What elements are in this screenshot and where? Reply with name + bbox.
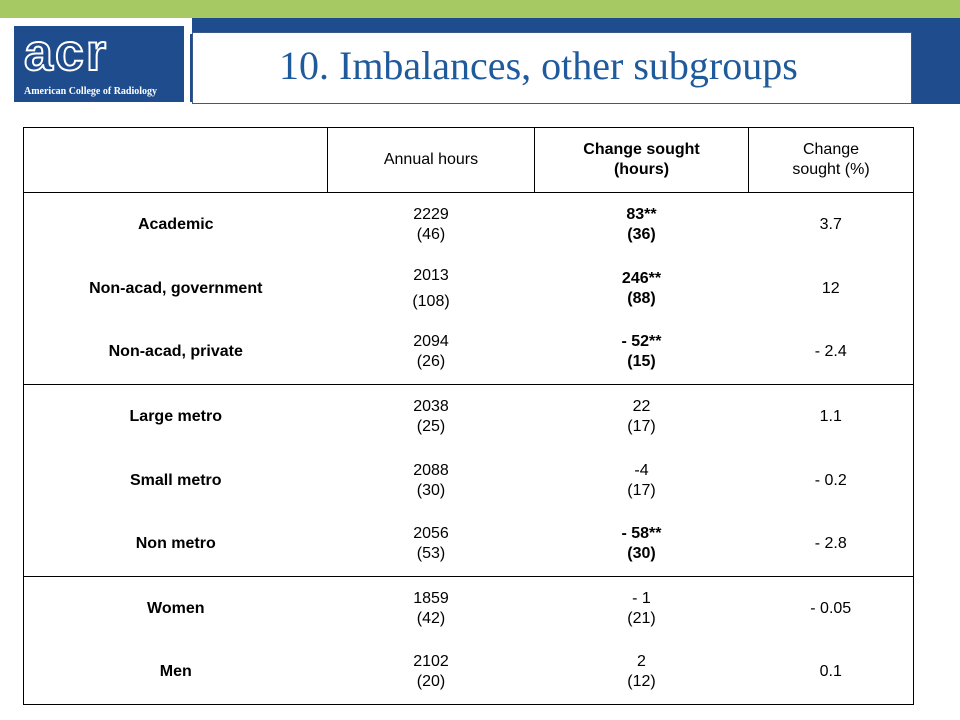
table-row-non-acad-private: Non-acad, private 2094 (26) - 52** (15) - … (23, 320, 914, 385)
table-row-large-metro: Large metro 2038 (25) 22 (17) 1.1 (23, 384, 914, 449)
change-pct-cell: 12 (748, 256, 914, 321)
top-accent-stripe (0, 0, 960, 18)
change-pct-cell: - 0.05 (748, 576, 914, 641)
row-label: Men (23, 640, 328, 705)
change-pct-cell: - 2.8 (748, 512, 914, 577)
logo-wordmark: acr (24, 26, 108, 82)
change-hours-cell: 22 (17) (534, 384, 749, 449)
header-change-hours: Change sought (hours) (534, 127, 749, 193)
change-hours-cell: -4 (17) (627, 461, 656, 499)
header-row: Annual hours Change sought (hours) Change… (23, 127, 914, 193)
annual-hours-cell: 2056 (53) (413, 525, 449, 563)
change-pct-cell: 0.1 (748, 640, 914, 705)
title-box: 10. Imbalances, other subgroups (192, 32, 912, 104)
row-label: Large metro (23, 384, 328, 449)
table-row-women: Women 1859 (42) - 1 (21) - 0.05 (23, 576, 914, 641)
change-pct-cell: 3.7 (748, 192, 914, 257)
logo-tagline: American College of Radiology (24, 86, 157, 97)
annual-hours-cell: 2038 (25) (327, 384, 535, 449)
logo-divider (190, 34, 192, 102)
annual-hours-cell: 2013 (108) (412, 266, 450, 310)
row-label: Academic (23, 192, 328, 257)
row-label: Women (23, 576, 328, 641)
annual-hours-cell: 2094 (26) (413, 333, 449, 371)
row-label: Small metro (23, 448, 328, 513)
header-annual-hours: Annual hours (327, 127, 535, 193)
slide-title: 10. Imbalances, other subgroups (279, 43, 798, 88)
annual-hours-cell: 2088 (30) (413, 461, 449, 499)
header-change-pct: Change sought (%) (748, 127, 914, 193)
annual-hours-cell: 2229 (46) (327, 192, 535, 257)
annual-hours-cell: 1859 (42) (327, 576, 535, 641)
acr-logo: acr American College of Radiology (14, 26, 184, 102)
change-hours-cell: - 58** (30) (621, 525, 662, 563)
header-blank (23, 127, 328, 193)
table-row-small-metro: Small metro 2088 (30) -4 (17) - 0.2 (23, 448, 914, 513)
logo-area: acr American College of Radiology (0, 18, 192, 104)
row-label: Non-acad, private (23, 320, 328, 385)
change-hours-cell: 2 (12) (534, 640, 749, 705)
change-pct-cell: 1.1 (748, 384, 914, 449)
table-row-non-acad-government: Non-acad, government 2013 (108) 246** (88)… (23, 256, 914, 321)
subgroup-table: Annual hours Change sought (hours) Change… (23, 127, 914, 705)
row-label: Non metro (23, 512, 328, 577)
table-row-academic: Academic 2229 (46) 83** (36) 3.7 (23, 192, 914, 257)
change-hours-cell: - 1 (21) (534, 576, 749, 641)
change-pct-cell: - 0.2 (748, 448, 914, 513)
table-row-men: Men 2102 (20) 2 (12) 0.1 (23, 640, 914, 705)
change-hours-cell: 83** (36) (534, 192, 749, 257)
annual-hours-cell: 2102 (20) (327, 640, 535, 705)
table-row-non-metro: Non metro 2056 (53) - 58** (30) - 2.8 (23, 512, 914, 577)
change-pct-cell: - 2.4 (748, 320, 914, 385)
change-hours-cell: 246** (88) (621, 269, 662, 307)
row-label: Non-acad, government (23, 256, 328, 321)
change-hours-cell: - 52** (15) (621, 333, 662, 371)
